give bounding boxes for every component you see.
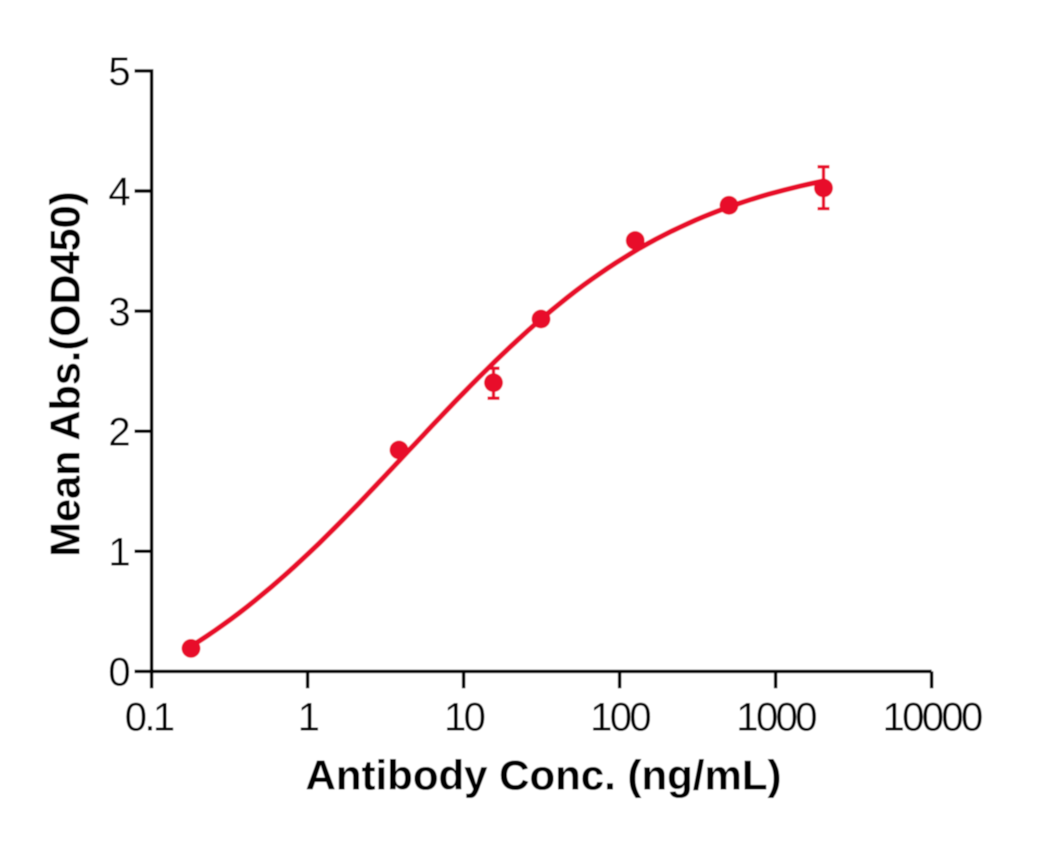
svg-text:10000: 10000 — [882, 695, 982, 739]
svg-text:4: 4 — [108, 170, 130, 214]
svg-text:5: 5 — [108, 50, 129, 94]
svg-text:1: 1 — [108, 531, 129, 575]
svg-text:Antibody Conc. (ng/mL): Antibody Conc. (ng/mL) — [306, 752, 782, 799]
svg-text:Mean Abs.(OD450): Mean Abs.(OD450) — [42, 191, 89, 556]
svg-text:2: 2 — [108, 410, 129, 454]
svg-text:3: 3 — [108, 290, 129, 334]
svg-text:10: 10 — [444, 695, 485, 739]
svg-text:0.1: 0.1 — [125, 695, 174, 739]
svg-text:1: 1 — [298, 695, 319, 739]
svg-text:1000: 1000 — [736, 695, 816, 739]
svg-text:100: 100 — [590, 695, 650, 739]
svg-text:0: 0 — [108, 651, 129, 695]
